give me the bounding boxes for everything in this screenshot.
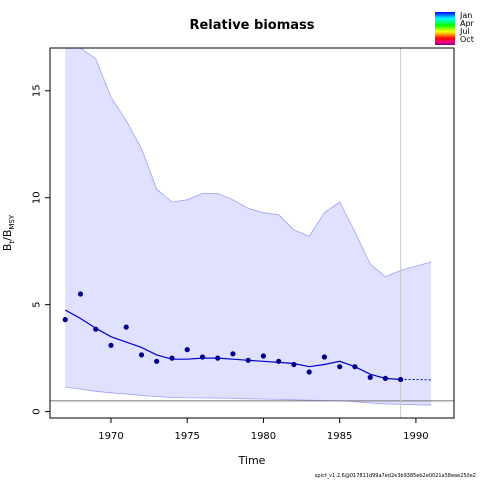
x-tick-label: 1970 bbox=[98, 431, 123, 442]
season-color-bar bbox=[435, 12, 455, 45]
confidence-band bbox=[65, 48, 432, 406]
y-axis-label-mid: /B bbox=[1, 230, 14, 241]
y-tick-label: 0 bbox=[32, 408, 43, 414]
plot-area bbox=[50, 48, 454, 418]
observation-point bbox=[398, 376, 404, 383]
observation-point bbox=[138, 352, 145, 358]
ci-upper-line bbox=[65, 48, 432, 278]
observation-point bbox=[352, 364, 358, 370]
observation-point bbox=[260, 353, 266, 359]
y-tick-label: 5 bbox=[32, 301, 43, 307]
ci-lower-line bbox=[65, 386, 432, 406]
y-axis-label-sub-t: t bbox=[8, 241, 16, 244]
legend-label-jul: Jul bbox=[459, 27, 470, 36]
observation-point bbox=[367, 374, 373, 380]
observation-point bbox=[215, 355, 221, 361]
observation-point bbox=[337, 364, 343, 370]
x-tick-label: 1975 bbox=[174, 431, 199, 442]
observation-point bbox=[154, 358, 160, 364]
observation-point bbox=[123, 324, 129, 330]
y-tick-label: 10 bbox=[32, 191, 43, 204]
y-axis-label-sub-msy: MSY bbox=[8, 214, 16, 229]
biomass-estimate-line bbox=[64, 309, 401, 381]
observation-point bbox=[321, 354, 327, 360]
legend-label-apr: Apr bbox=[460, 19, 475, 28]
y-axis-label: Bt/BMSY bbox=[1, 214, 16, 251]
observation-point bbox=[108, 342, 114, 348]
observation-point bbox=[77, 291, 84, 297]
observation-point bbox=[306, 369, 312, 375]
version-footnote: spict_v1.2.6@017811d99a7ed2e3b9385eb2e00… bbox=[315, 473, 476, 479]
observation-point bbox=[382, 375, 388, 381]
observation-point bbox=[62, 317, 68, 323]
observation-point bbox=[93, 326, 99, 332]
plot-frame bbox=[49, 47, 455, 419]
x-tick-label: 1990 bbox=[403, 431, 428, 442]
season-legend: Jan Apr Jul Oct bbox=[435, 11, 475, 45]
observation-point bbox=[291, 361, 297, 368]
observation-point bbox=[276, 358, 282, 364]
axes: 1970 1975 1980 1985 1990 0 5 10 15 bbox=[32, 47, 455, 442]
legend-label-jan: Jan bbox=[459, 11, 472, 20]
y-tick-label: 15 bbox=[32, 84, 43, 97]
x-axis-label: Time bbox=[238, 454, 266, 467]
svg-text:Bt/BMSY: Bt/BMSY bbox=[1, 214, 16, 251]
observation-point bbox=[230, 351, 236, 357]
observation-point bbox=[169, 355, 175, 361]
observation-point bbox=[245, 357, 251, 363]
observation-point bbox=[199, 354, 206, 360]
y-axis-label-main: B bbox=[1, 244, 14, 252]
legend-label-oct: Oct bbox=[460, 35, 474, 44]
observation-point bbox=[184, 347, 190, 353]
chart-title: Relative biomass bbox=[189, 18, 314, 33]
x-tick-label: 1980 bbox=[251, 431, 276, 442]
x-tick-label: 1985 bbox=[327, 431, 352, 442]
